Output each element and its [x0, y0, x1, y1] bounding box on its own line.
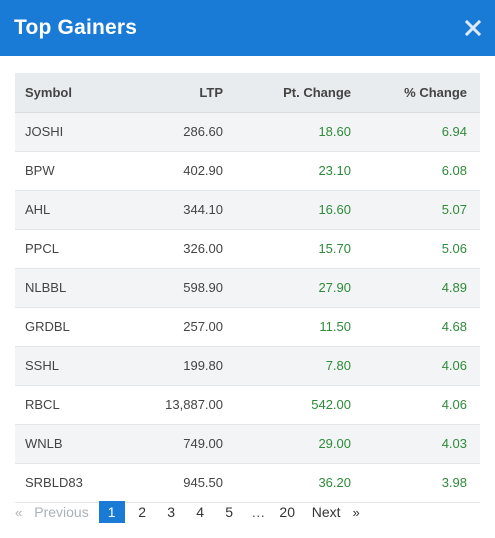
cell-ltp: 402.90 — [183, 163, 223, 178]
cell-ltp: 13,887.00 — [165, 397, 223, 412]
cell-pct-change: 4.89 — [441, 280, 467, 295]
cell-symbol: RBCL — [25, 397, 60, 412]
cell-pct-change: 4.68 — [441, 319, 467, 334]
cell-ltp: 286.60 — [183, 124, 223, 139]
cell-symbol: NLBBL — [25, 280, 67, 295]
close-icon[interactable] — [463, 18, 483, 38]
cell-pt-change: 16.60 — [318, 202, 351, 217]
column-header-ltp: LTP — [133, 73, 223, 113]
cell-symbol: SSHL — [25, 358, 59, 373]
table-row: BPW 402.90 23.10 6.08 — [15, 151, 480, 190]
cell-pct-change: 5.07 — [441, 202, 467, 217]
table-header-row: Symbol LTP Pt. Change % Change — [15, 73, 480, 113]
gainers-table-container: Symbol LTP Pt. Change % Change JOSHI 286… — [15, 73, 480, 503]
cell-ltp: 326.00 — [183, 241, 223, 256]
cell-ltp: 199.80 — [183, 358, 223, 373]
modal-title: Top Gainers — [14, 16, 138, 39]
double-chevron-left-icon: « — [15, 504, 23, 520]
modal-header: Top Gainers — [0, 0, 495, 56]
cell-pct-change: 5.06 — [441, 241, 467, 256]
cell-symbol: GRDBL — [25, 319, 70, 334]
cell-symbol: BPW — [25, 163, 55, 178]
cell-pt-change: 29.00 — [318, 436, 351, 451]
pagination: « Previous 1 2 3 4 5 … 20 Next » — [15, 501, 360, 523]
cell-pt-change: 7.80 — [325, 358, 351, 373]
page-1-button[interactable]: 1 — [98, 501, 125, 523]
column-header-pt-change: Pt. Change — [223, 73, 351, 113]
cell-symbol: PPCL — [25, 241, 59, 256]
cell-pct-change: 4.06 — [441, 397, 467, 412]
page-2-button[interactable]: 2 — [138, 504, 147, 520]
table-row: JOSHI 286.60 18.60 6.94 — [15, 112, 480, 151]
cell-pt-change: 11.50 — [319, 319, 351, 334]
previous-button[interactable]: « Previous — [15, 501, 89, 523]
page-4-button[interactable]: 4 — [196, 504, 205, 520]
next-label: Next — [311, 504, 341, 520]
pagination-ellipsis: … — [251, 504, 266, 520]
cell-pt-change: 23.10 — [318, 163, 351, 178]
column-header-symbol: Symbol — [15, 73, 133, 113]
cell-pct-change: 3.98 — [441, 475, 467, 490]
cell-pt-change: 27.90 — [318, 280, 351, 295]
cell-ltp: 598.90 — [183, 280, 223, 295]
cell-pct-change: 4.06 — [441, 358, 467, 373]
cell-pct-change: 6.08 — [441, 163, 467, 178]
page-3-button[interactable]: 3 — [167, 504, 176, 520]
double-chevron-right-icon: » — [352, 504, 360, 520]
cell-symbol: SRBLD83 — [25, 475, 83, 490]
page-5-button[interactable]: 5 — [225, 504, 234, 520]
previous-label: Previous — [34, 504, 89, 520]
cell-pt-change: 542.00 — [311, 397, 351, 412]
cell-pt-change: 18.60 — [318, 124, 351, 139]
cell-pct-change: 6.94 — [441, 124, 467, 139]
table-row: SRBLD83 945.50 36.20 3.98 — [15, 463, 480, 502]
cell-ltp: 257.00 — [183, 319, 223, 334]
table-row: PPCL 326.00 15.70 5.06 — [15, 229, 480, 268]
cell-ltp: 344.10 — [183, 202, 223, 217]
cell-pt-change: 15.70 — [318, 241, 351, 256]
table-row: WNLB 749.00 29.00 4.03 — [15, 424, 480, 463]
table-row: GRDBL 257.00 11.50 4.68 — [15, 307, 480, 346]
gainers-table: Symbol LTP Pt. Change % Change JOSHI 286… — [15, 73, 480, 503]
page-20-button[interactable]: 20 — [279, 504, 295, 520]
cell-symbol: WNLB — [25, 436, 63, 451]
table-row: RBCL 13,887.00 542.00 4.06 — [15, 385, 480, 424]
next-button[interactable]: Next » — [312, 501, 360, 523]
table-row: AHL 344.10 16.60 5.07 — [15, 190, 480, 229]
table-row: NLBBL 598.90 27.90 4.89 — [15, 268, 480, 307]
table-row: SSHL 199.80 7.80 4.06 — [15, 346, 480, 385]
column-header-pct-change: % Change — [351, 73, 480, 113]
cell-symbol: AHL — [25, 202, 51, 217]
cell-ltp: 749.00 — [183, 436, 223, 451]
cell-symbol: JOSHI — [25, 124, 64, 139]
cell-pct-change: 4.03 — [441, 436, 467, 451]
cell-pt-change: 36.20 — [318, 475, 351, 490]
cell-ltp: 945.50 — [183, 475, 223, 490]
